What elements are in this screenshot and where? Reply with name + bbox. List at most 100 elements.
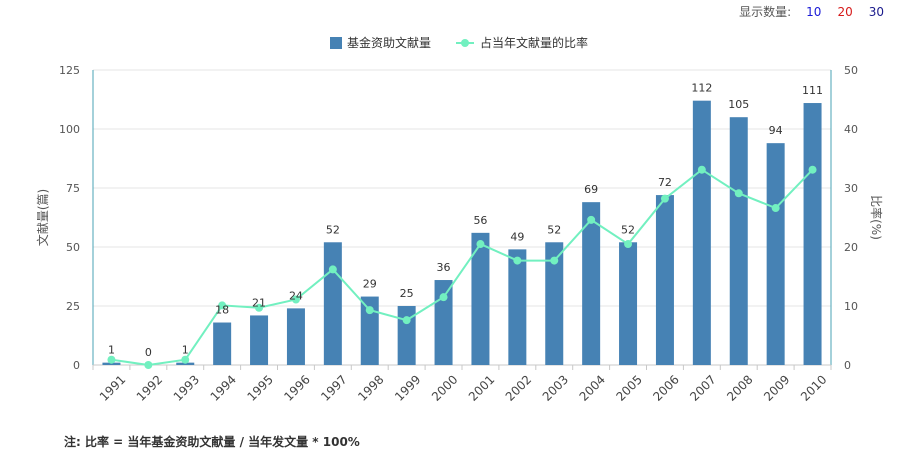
- bar-data-label: 94: [769, 124, 783, 137]
- bar: [397, 306, 416, 365]
- display-count-selector: 显示数量: 10 20 30: [739, 3, 887, 20]
- bar: [250, 315, 269, 365]
- bar-data-label: 1: [108, 344, 115, 357]
- bar: [286, 308, 305, 365]
- bar-data-label: 0: [145, 346, 152, 359]
- y-right-tick-label: 40: [844, 123, 858, 136]
- ratio-point: [734, 189, 743, 198]
- y-left-tick-label: 125: [59, 64, 80, 77]
- ratio-point: [624, 240, 633, 249]
- x-tick-label: 1997: [318, 372, 349, 403]
- ratio-point: [218, 301, 227, 310]
- x-tick-label: 2002: [503, 372, 534, 403]
- bar: [508, 249, 527, 365]
- y-right-axis-title: 比率(%): [869, 195, 884, 240]
- x-tick-label: 2009: [761, 372, 792, 403]
- ratio-point: [697, 165, 706, 174]
- y-right-tick-label: 10: [844, 300, 858, 313]
- bar: [323, 242, 342, 365]
- bar: [692, 100, 711, 366]
- y-left-tick-label: 75: [66, 182, 80, 195]
- ratio-point: [513, 256, 522, 265]
- bar: [803, 103, 822, 365]
- bar-data-label: 52: [326, 223, 340, 236]
- x-tick-label: 2008: [724, 372, 755, 403]
- bar: [655, 195, 674, 365]
- bar: [619, 242, 638, 365]
- x-tick-label: 2004: [577, 372, 608, 403]
- bar: [582, 202, 601, 365]
- x-tick-label: 1994: [208, 372, 239, 403]
- bar-data-label: 72: [658, 176, 672, 189]
- bar: [360, 296, 379, 365]
- bar-data-label: 56: [473, 214, 487, 227]
- legend-swatch-bar: [330, 37, 342, 49]
- bar-data-label: 24: [289, 289, 303, 302]
- display-count-option-10[interactable]: 10: [806, 4, 822, 19]
- x-tick-label: 1995: [244, 372, 275, 403]
- bar-data-label: 18: [215, 304, 229, 317]
- bar: [729, 117, 748, 365]
- ratio-note: 注: 比率 = 当年基金资助文献量 / 当年发文量 * 100%: [64, 435, 360, 449]
- bar: [545, 242, 564, 365]
- ratio-point: [587, 215, 596, 224]
- legend-label-bar: 基金资助文献量: [347, 35, 431, 50]
- bar-data-label: 105: [728, 98, 749, 111]
- x-tick-label: 1998: [355, 372, 386, 403]
- ratio-point: [365, 306, 374, 315]
- ratio-point: [181, 355, 190, 364]
- bar-data-label: 112: [691, 82, 712, 95]
- y-right-tick-label: 30: [844, 182, 858, 195]
- bar: [102, 362, 121, 365]
- display-count-option-20[interactable]: 20: [837, 4, 853, 19]
- y-right-tick-label: 20: [844, 241, 858, 254]
- bar-data-label: 1: [182, 344, 189, 357]
- bar: [471, 232, 490, 365]
- ratio-point: [660, 194, 669, 203]
- ratio-point: [439, 293, 448, 302]
- bar-data-label: 52: [547, 223, 561, 236]
- bar: [213, 322, 232, 365]
- ratio-point: [402, 316, 411, 325]
- ratio-point: [291, 295, 300, 304]
- y-left-tick-label: 100: [59, 123, 80, 136]
- ratio-point: [550, 256, 559, 265]
- bar-data-label: 29: [363, 278, 377, 291]
- bar-data-label: 111: [802, 84, 823, 97]
- ratio-point: [255, 303, 264, 312]
- display-count-label: 显示数量:: [739, 5, 792, 19]
- x-tick-label: 1992: [134, 372, 165, 403]
- x-tick-label: 2003: [540, 372, 571, 403]
- x-tick-label: 1996: [281, 372, 312, 403]
- x-tick-label: 1999: [392, 372, 423, 403]
- ratio-point: [771, 204, 780, 213]
- ratio-point: [328, 265, 337, 274]
- ratio-point: [144, 361, 153, 369]
- bar: [176, 362, 195, 365]
- x-tick-label: 1991: [97, 372, 128, 403]
- ratio-point: [476, 240, 485, 249]
- x-tick-label: 1993: [171, 372, 202, 403]
- y-left-tick-label: 0: [73, 359, 80, 372]
- ratio-point: [107, 355, 116, 364]
- display-count-option-30[interactable]: 30: [868, 4, 884, 19]
- x-tick-label: 2001: [466, 372, 497, 403]
- ratio-line: [111, 168, 814, 367]
- bar-data-label: 21: [252, 296, 266, 309]
- x-tick-label: 2000: [429, 372, 460, 403]
- ratio-point: [808, 165, 817, 174]
- bar: [434, 280, 453, 365]
- bar-data-label: 52: [621, 223, 635, 236]
- legend-swatch-line-point: [461, 39, 469, 47]
- y-right-tick-label: 0: [844, 359, 851, 372]
- legend-label-line: 占当年文献量的比率: [480, 35, 588, 50]
- x-tick-label: 2005: [613, 372, 644, 403]
- x-tick-label: 2007: [687, 372, 718, 403]
- bar-data-label: 36: [437, 261, 451, 274]
- x-tick-label: 2010: [798, 372, 829, 403]
- y-left-axis-title: 文献量(篇): [35, 189, 50, 246]
- bar-data-label: 49: [510, 230, 524, 243]
- bar-data-label: 25: [400, 287, 414, 300]
- x-tick-label: 2006: [650, 372, 681, 403]
